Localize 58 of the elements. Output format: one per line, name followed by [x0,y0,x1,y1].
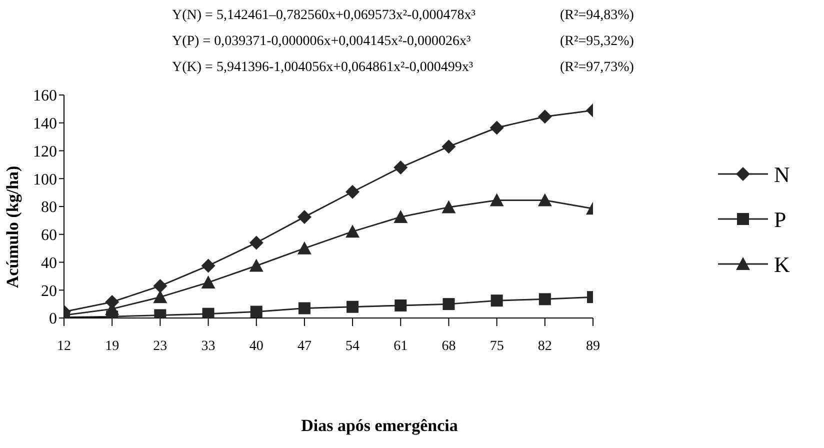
point [538,293,551,306]
x-tick-label: 61 [394,338,408,354]
text: Y(P) = 0,039371-0,000006x+0,004145x²-0,000026x³ [172,34,471,50]
point [538,110,552,124]
legend-label: K [774,252,790,277]
text: Y(N) = 5,142461–0,782560x+0,069573x²-0,000478x³ [172,8,476,24]
y-tick-label: 80 [41,199,57,216]
y-tick-label: 120 [33,143,57,160]
point [394,160,408,174]
point [346,300,359,313]
text: Y(K) = 5,941396-1,004056x+0,064861x²-0,000499x³ [172,60,474,76]
legend-label: N [774,162,790,187]
y-tick-label: 140 [33,116,57,133]
legend-label: P [774,207,786,232]
y-tick-label: 40 [41,254,57,272]
point [490,120,504,135]
point [201,258,216,273]
y-tick-label: 60 [41,227,57,244]
point [297,241,312,254]
x-axis-title: Dias após emergência [300,416,459,436]
y-tick-label: 0 [49,310,57,328]
x-tick-label: 54 [346,338,360,354]
point [394,299,407,312]
y-tick-label: 20 [41,282,57,300]
y-axis-title: Acúmulo (kg/ha) [3,165,23,288]
x-tick-label: 89 [586,338,600,354]
point [538,193,552,206]
x-tick-label: 40 [249,338,264,354]
point [202,308,214,318]
point [153,278,168,293]
text: (R²=94,83%) [560,8,634,24]
text: (R²=95,32%) [560,34,634,50]
x-tick-label: 82 [538,338,552,354]
x-tick-label: 47 [297,338,312,354]
x-tick-label: 75 [490,338,504,354]
point [201,275,216,288]
x-tick-label: 12 [57,338,71,354]
x-tick-label: 68 [442,338,456,354]
point [442,200,456,214]
x-tick-label: 19 [105,338,120,354]
point [346,184,360,199]
point [490,294,503,307]
point [346,224,360,238]
point [249,258,264,272]
y-tick-label: 100 [33,171,57,188]
x-tick-label: 33 [201,338,216,354]
point [490,193,504,206]
point [153,290,168,304]
point [442,140,456,154]
text: (R²=97,73%) [560,60,634,76]
point [250,306,262,318]
point [442,298,455,310]
point [394,210,408,223]
x-tick-label: 23 [153,338,168,354]
point [297,210,312,224]
point [298,302,310,314]
y-tick-label: 160 [33,88,57,105]
point [249,236,264,250]
